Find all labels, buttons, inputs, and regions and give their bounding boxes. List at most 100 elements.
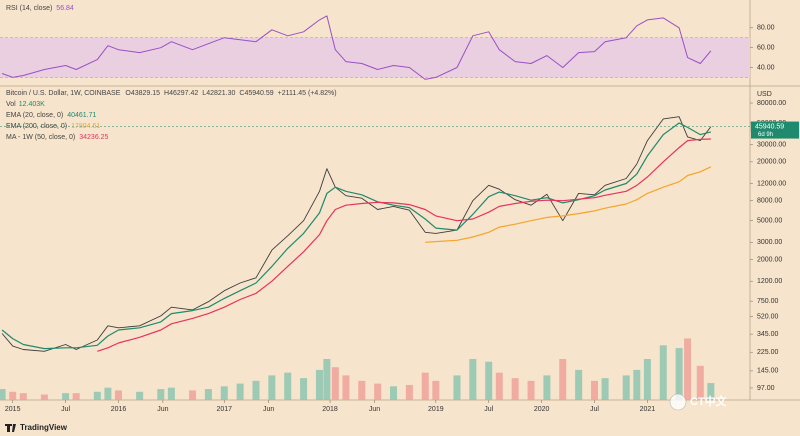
volume-bar [659, 345, 667, 400]
volume-bar [136, 391, 144, 400]
volume-bar [189, 390, 197, 400]
ema20-name: EMA (20, close, 0) [6, 112, 63, 119]
volume-bar [93, 391, 101, 400]
volume-bar [633, 369, 641, 400]
y-tick-label: 8000.00 [757, 198, 782, 205]
ema200-value: 17804.61 [71, 123, 100, 130]
symbol-line: Bitcoin / U.S. Dollar, 1W, COINBASE O4382… [6, 90, 337, 97]
x-tick-label: 2019 [428, 406, 444, 413]
volume-bar [590, 380, 598, 400]
ema200-line: EMA (200, close, 0) 17804.61 [6, 123, 100, 130]
rsi-line [1, 15, 712, 80]
indicator-line [425, 166, 712, 243]
watermark: CT中文 [690, 394, 728, 408]
y-tick-label: 20000.00 [757, 159, 786, 166]
volume-bar [315, 369, 323, 400]
x-tick-label: 2016 [111, 406, 127, 413]
y-tick-label: 80000.00 [757, 100, 786, 107]
y-tick-label: 60.00 [757, 45, 775, 52]
volume-bar [707, 383, 715, 400]
quote: H46297.42 [164, 90, 198, 97]
symbol-title: Bitcoin / U.S. Dollar, 1W, COINBASE [6, 90, 121, 97]
ema20-value: 40461.71 [67, 112, 96, 119]
volume-bar [696, 365, 704, 400]
rsi-band [0, 37, 750, 78]
volume-bar [40, 394, 48, 400]
y-tick-label: 2000.00 [757, 256, 782, 263]
volume-bar [575, 369, 583, 400]
watermark-icon [669, 393, 687, 411]
y-tick-label: 30000.00 [757, 141, 786, 148]
volume-bar [284, 372, 292, 400]
ma50-value: 34236.25 [79, 134, 108, 141]
volume-bar [495, 372, 503, 400]
volume-bar [511, 378, 519, 400]
y-tick-label: 97.00 [757, 385, 775, 392]
x-tick-label: 2020 [534, 406, 550, 413]
ema20-line: EMA (20, close, 0) 40461.71 [6, 112, 97, 119]
volume-bar [0, 389, 6, 400]
quote: O43829.15 [125, 90, 160, 97]
volume-bar [559, 359, 567, 400]
volume-bar [72, 393, 80, 400]
x-tick-label: 2021 [640, 406, 656, 413]
x-tick-label: Jun [369, 406, 380, 413]
quote: +2111.45 (+4.82%) [278, 90, 337, 97]
volume-bar [485, 361, 493, 400]
volume-bar [390, 386, 398, 400]
x-tick-label: 2018 [322, 406, 338, 413]
volume-bar [157, 389, 165, 400]
ma50-name: MA - 1W (50, close, 0) [6, 134, 75, 141]
rsi-label: RSI (14, close) 56.84 [6, 5, 74, 12]
volume-bar [114, 390, 122, 400]
y-tick-label: 12000.00 [757, 180, 786, 187]
volume-bar [432, 380, 440, 400]
brand: TradingView [20, 423, 68, 432]
volume-bar [527, 380, 535, 400]
indicator-line [97, 138, 711, 352]
volume-bar [469, 359, 477, 400]
x-tick-label: 2015 [5, 406, 21, 413]
quote: L42821.30 [202, 90, 235, 97]
y-tick-label: 40.00 [757, 64, 775, 71]
axis-unit: USD [757, 91, 772, 98]
y-tick-label: 520.00 [757, 314, 779, 321]
countdown: 6d 9h [758, 132, 773, 138]
volume-bar [622, 375, 630, 400]
volume-bar [331, 367, 339, 400]
x-tick-label: Jul [61, 406, 70, 413]
volume-bar [204, 389, 212, 400]
y-tick-label: 750.00 [757, 298, 779, 305]
quote: C45940.59 [239, 90, 273, 97]
price-line [1, 116, 712, 352]
y-tick-label: 345.00 [757, 331, 779, 338]
volume-bar [104, 387, 112, 400]
volume-bar [643, 359, 651, 400]
volume-bar [601, 378, 609, 400]
last-price-box [751, 121, 799, 139]
y-tick-label: 1200.00 [757, 278, 782, 285]
volume-bar [323, 359, 331, 400]
x-tick-label: Jun [157, 406, 168, 413]
volume-bar [675, 348, 683, 400]
y-tick-label: 80.00 [757, 25, 775, 32]
volume-bar [300, 378, 308, 400]
volume-bar [62, 393, 70, 400]
volume-bar [421, 372, 429, 400]
volume-bar [684, 338, 692, 400]
x-tick-label: Jun [263, 406, 274, 413]
volume-bar [358, 380, 366, 400]
volume-bar [252, 380, 260, 400]
volume-bar [167, 387, 175, 400]
footer [0, 419, 800, 436]
y-tick-label: 145.00 [757, 368, 779, 375]
vol-name: Vol [6, 101, 16, 108]
volume-bar [374, 383, 382, 400]
volume-bar [19, 393, 27, 400]
volume-bar [236, 383, 244, 400]
rsi-name: RSI (14, close) [6, 5, 52, 12]
y-tick-label: 225.00 [757, 349, 779, 356]
tv-logo [5, 424, 16, 432]
vol-line: Vol 12.403K [6, 101, 45, 108]
